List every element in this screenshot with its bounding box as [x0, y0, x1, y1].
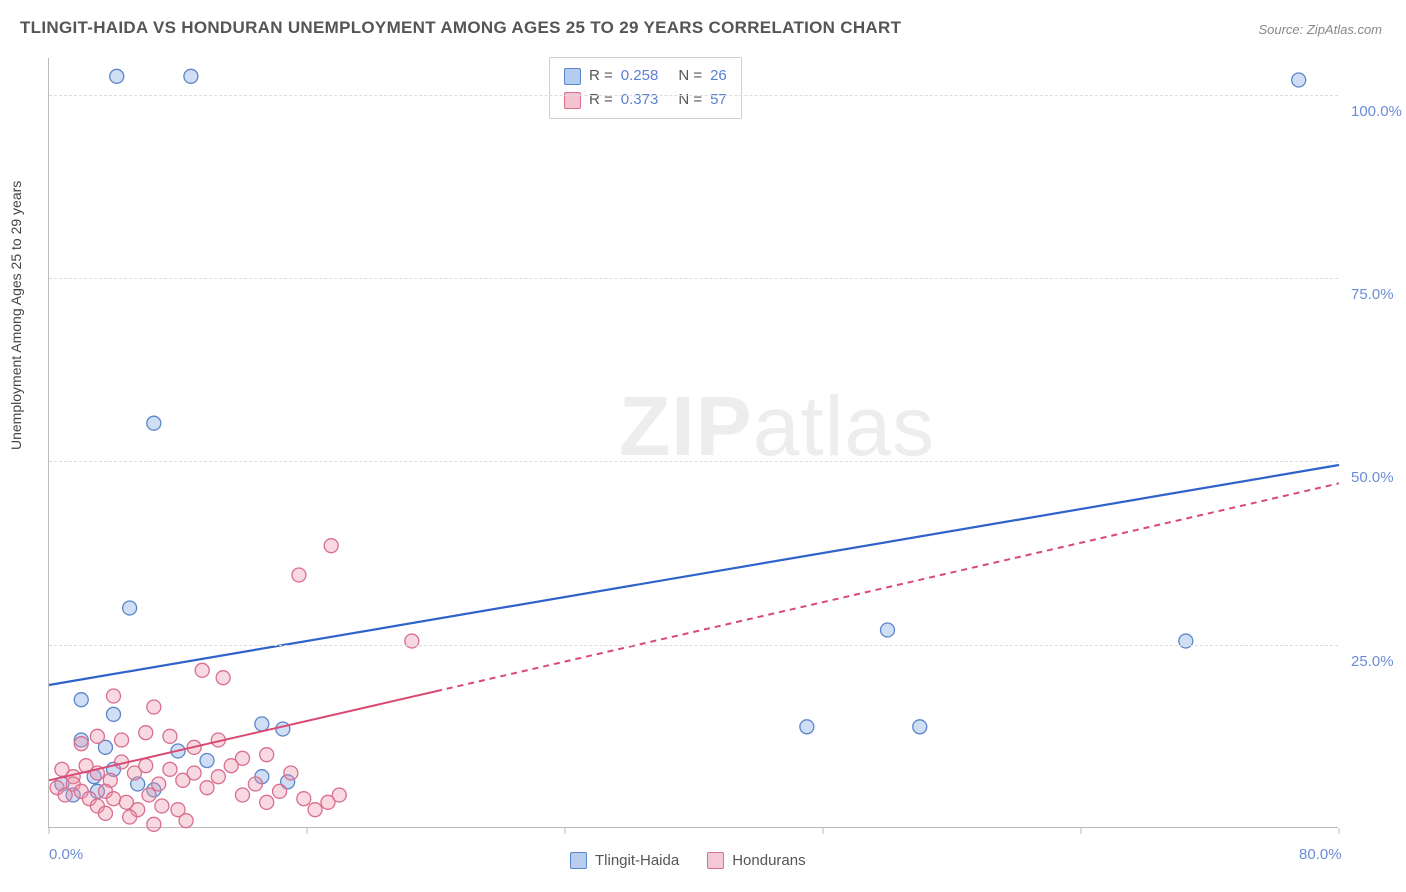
- scatter-point: [195, 663, 209, 677]
- scatter-point: [155, 799, 169, 813]
- xtick-label: 80.0%: [1299, 846, 1342, 863]
- legend-r-value: 0.373: [621, 88, 659, 112]
- scatter-point: [107, 792, 121, 806]
- scatter-point: [255, 717, 269, 731]
- scatter-point: [163, 729, 177, 743]
- legend-r-value: 0.258: [621, 64, 659, 88]
- scatter-point: [800, 720, 814, 734]
- legend-n-value: 57: [710, 88, 727, 112]
- scatter-point: [405, 634, 419, 648]
- ytick-label: 25.0%: [1351, 653, 1406, 670]
- scatter-point: [147, 416, 161, 430]
- scatter-point: [90, 729, 104, 743]
- scatter-point: [881, 623, 895, 637]
- chart-svg: [49, 58, 1338, 827]
- scatter-point: [152, 777, 166, 791]
- scatter-point: [74, 737, 88, 751]
- legend-stats: R = 0.258 N = 26 R = 0.373 N = 57: [549, 57, 742, 119]
- scatter-point: [110, 69, 124, 83]
- y-axis-label: Unemployment Among Ages 25 to 29 years: [8, 181, 24, 450]
- scatter-point: [913, 720, 927, 734]
- scatter-point: [276, 722, 290, 736]
- scatter-point: [147, 817, 161, 831]
- plot-area: ZIPatlas R = 0.258N = 26R = 0.373N = 57 …: [48, 58, 1338, 828]
- scatter-point: [179, 814, 193, 828]
- scatter-point: [332, 788, 346, 802]
- scatter-point: [139, 726, 153, 740]
- scatter-point: [292, 568, 306, 582]
- legend-r-label: R =: [589, 64, 613, 88]
- trend-line-extrapolated: [436, 483, 1339, 691]
- trend-line: [49, 691, 436, 780]
- scatter-point: [200, 754, 214, 768]
- scatter-point: [147, 700, 161, 714]
- legend-label: Hondurans: [732, 852, 805, 869]
- ytick-label: 75.0%: [1351, 286, 1406, 303]
- scatter-point: [1292, 73, 1306, 87]
- ytick-label: 100.0%: [1351, 103, 1406, 120]
- scatter-point: [139, 759, 153, 773]
- scatter-point: [273, 784, 287, 798]
- scatter-point: [308, 803, 322, 817]
- source-label: Source: ZipAtlas.com: [1258, 22, 1382, 37]
- scatter-point: [98, 806, 112, 820]
- scatter-point: [260, 748, 274, 762]
- scatter-point: [216, 671, 230, 685]
- legend-stat-row: R = 0.258 N = 26: [564, 64, 727, 88]
- scatter-point: [187, 766, 201, 780]
- legend-item: Hondurans: [707, 852, 805, 869]
- scatter-point: [142, 788, 156, 802]
- scatter-point: [297, 792, 311, 806]
- legend-swatch: [707, 852, 724, 869]
- scatter-point: [224, 759, 238, 773]
- legend-stat-row: R = 0.373 N = 57: [564, 88, 727, 112]
- scatter-point: [107, 707, 121, 721]
- scatter-point: [123, 601, 137, 615]
- scatter-point: [184, 69, 198, 83]
- scatter-point: [200, 781, 214, 795]
- legend-swatch: [570, 852, 587, 869]
- legend-r-label: R =: [589, 88, 613, 112]
- scatter-point: [115, 733, 129, 747]
- scatter-point: [74, 693, 88, 707]
- legend-label: Tlingit-Haida: [595, 852, 679, 869]
- scatter-point: [236, 788, 250, 802]
- ytick-label: 50.0%: [1351, 469, 1406, 486]
- legend-n-label: N =: [678, 64, 702, 88]
- legend-swatch: [564, 68, 581, 85]
- scatter-point: [163, 762, 177, 776]
- legend-n-value: 26: [710, 64, 727, 88]
- xtick-label: 0.0%: [49, 846, 83, 863]
- scatter-point: [1179, 634, 1193, 648]
- scatter-point: [123, 810, 137, 824]
- trend-line: [49, 465, 1339, 685]
- chart-title: TLINGIT-HAIDA VS HONDURAN UNEMPLOYMENT A…: [20, 18, 901, 38]
- legend-item: Tlingit-Haida: [570, 852, 679, 869]
- legend-n-label: N =: [678, 88, 702, 112]
- scatter-point: [248, 777, 262, 791]
- scatter-point: [284, 766, 298, 780]
- scatter-point: [260, 795, 274, 809]
- scatter-point: [324, 539, 338, 553]
- scatter-point: [211, 770, 225, 784]
- legend-series: Tlingit-Haida Hondurans: [570, 852, 806, 869]
- scatter-point: [107, 689, 121, 703]
